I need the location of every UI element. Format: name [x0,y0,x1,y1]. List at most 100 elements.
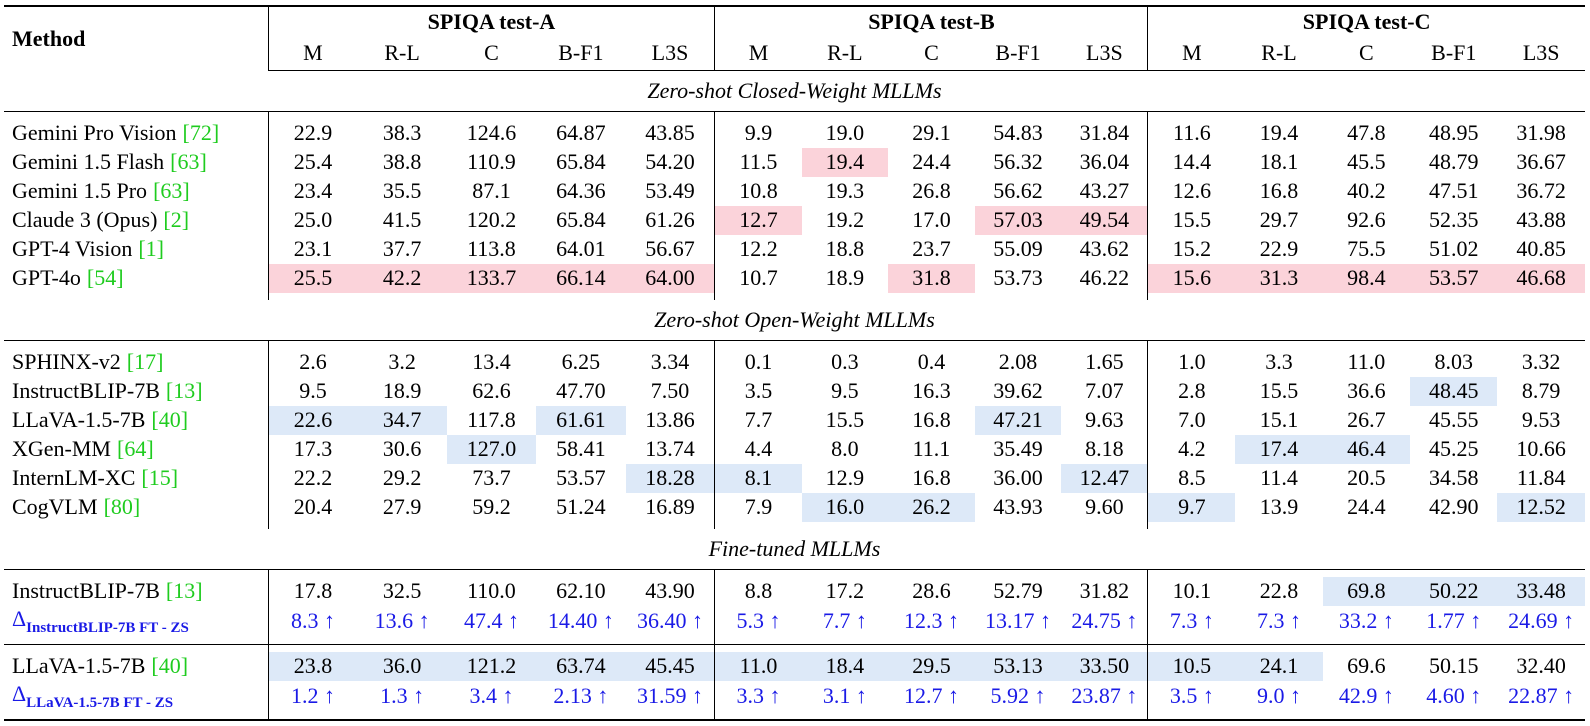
value-cell: 62.6 [472,378,511,403]
spacer [802,340,889,348]
method-ref: [2] [163,207,190,232]
value-cell: 12.6 [1172,178,1212,203]
value-cell: 16.8 [912,465,951,490]
spacer [1148,340,1235,348]
value-cell: 16.8 [1259,178,1299,203]
value-cell: 10.5 [1147,651,1236,681]
spacer [802,293,889,300]
value-cell: 39.62 [993,378,1043,403]
value-cell: 11.4 [1260,465,1298,490]
value-cell: 19.4 [801,147,889,177]
spacer [268,340,357,348]
value-cell: 12.52 [1497,492,1585,522]
value-cell: 16.89 [625,492,716,522]
value-cell: 64.00 [625,263,716,293]
value-cell: 58.41 [556,436,606,461]
value-cell: 15.1 [1259,407,1299,432]
value-cell: 3.5 [744,378,773,403]
value-cell: 28.6 [912,578,951,603]
value-cell: 18.4 [801,651,889,681]
value-cell: 18.9 [382,378,422,403]
method-name: Gemini 1.5 Pro [12,178,148,203]
method-cell: Gemini 1.5 Flash [63] [4,147,269,177]
spacer [1148,637,1235,645]
method-name: GPT-4o [12,265,81,290]
spacer [357,637,446,645]
spacer [1061,636,1149,644]
value-cell: 55.09 [993,236,1043,261]
value-cell: 127.0 [446,434,537,464]
value-cell: 10.1 [1172,578,1212,603]
method-name: GPT-4 Vision [12,236,133,261]
value-cell: 64.01 [556,236,606,261]
spacer [1148,293,1235,300]
spacer [357,643,447,652]
method-ref: [17] [126,349,164,374]
spacer [268,522,357,529]
delta-subscript: LLaVA-1.5-7B FT - ZS [26,694,174,711]
delta-row: ΔLLaVA-1.5-7B FT - ZS 1.2 ↑ 1.3 ↑ 3.4 ↑ 2.13… [4,680,1585,712]
spacer [4,340,269,348]
metric-header: B-F1 [1410,36,1498,71]
spacer [1497,637,1584,645]
method-ref: [40] [151,407,189,432]
value-cell: 8.5 [1178,465,1206,490]
spacer [536,111,625,119]
value-cell: 51.24 [556,494,606,519]
spacer [1061,521,1149,529]
value-cell: 19.3 [825,178,865,203]
value-cell: 40.2 [1347,178,1386,203]
spacer [536,340,625,348]
value-cell: 32.40 [1516,653,1566,678]
spacer [1235,637,1322,645]
spacer [714,643,802,652]
value-cell: 36.0 [357,651,447,681]
value-cell: 10.7 [739,265,778,290]
spacer [447,522,536,529]
delta-row: ΔInstructBLIP-7B FT - ZS 8.3 ↑ 13.6 ↑ 47.4 … [4,605,1585,637]
value-cell: 40.85 [1516,236,1566,261]
spacer [1497,711,1585,721]
spacer [4,569,269,577]
method-name: Gemini 1.5 Flash [12,149,165,174]
spacer [536,711,626,721]
group-header: SPIQA test-B [714,5,1149,36]
value-cell: 2.8 [1178,378,1206,403]
spacer [625,521,716,529]
value-cell: 53.49 [625,176,716,206]
value-cell: 13.6 ↑ [374,608,430,633]
section-row: Zero-shot Closed-Weight MLLMs [4,70,1585,112]
metric-header: L3S [1497,36,1585,71]
value-cell: 53.57 [556,465,606,490]
spacer [888,293,975,300]
value-cell: 47.8 [1347,120,1386,145]
value-cell: 19.4 [1259,120,1299,145]
value-cell: 18.28 [625,463,716,493]
value-cell: 42.2 [357,263,447,293]
value-cell: 34.58 [1429,465,1479,490]
value-cell: 64.36 [556,178,606,203]
spacer [1410,637,1497,645]
spacer [4,521,269,529]
method-cell: Claude 3 (Opus) [2] [4,205,269,235]
value-cell: 30.6 [382,436,422,461]
value-cell: 26.2 [888,492,975,522]
metric-header: M [714,36,802,71]
value-cell: 61.26 [625,205,716,235]
value-cell: 23.4 [293,178,333,203]
value-cell: 3.3 [1265,349,1293,374]
spacer [975,340,1062,348]
method-name: InstructBLIP-7B [12,378,160,403]
method-ref: [63] [170,149,207,174]
metric-header: R-L [357,36,447,71]
value-cell: 11.84 [1516,465,1566,490]
value-cell: 69.6 [1347,653,1386,678]
value-cell: 8.1 [714,463,802,493]
data-row: Gemini 1.5 Pro [63] 23.4 35.5 87.1 64.36 53.49… [4,176,1585,206]
value-cell: 56.32 [993,149,1043,174]
value-cell: 43.27 [1061,176,1149,206]
metric-row: M R-L C B-F1 L3S M R-L C B-F1 L3S M R-L C B-F1 L3S [4,36,1585,71]
value-cell: 50.22 [1410,576,1498,606]
value-cell: 61.61 [536,405,626,435]
value-cell: 48.79 [1429,149,1479,174]
